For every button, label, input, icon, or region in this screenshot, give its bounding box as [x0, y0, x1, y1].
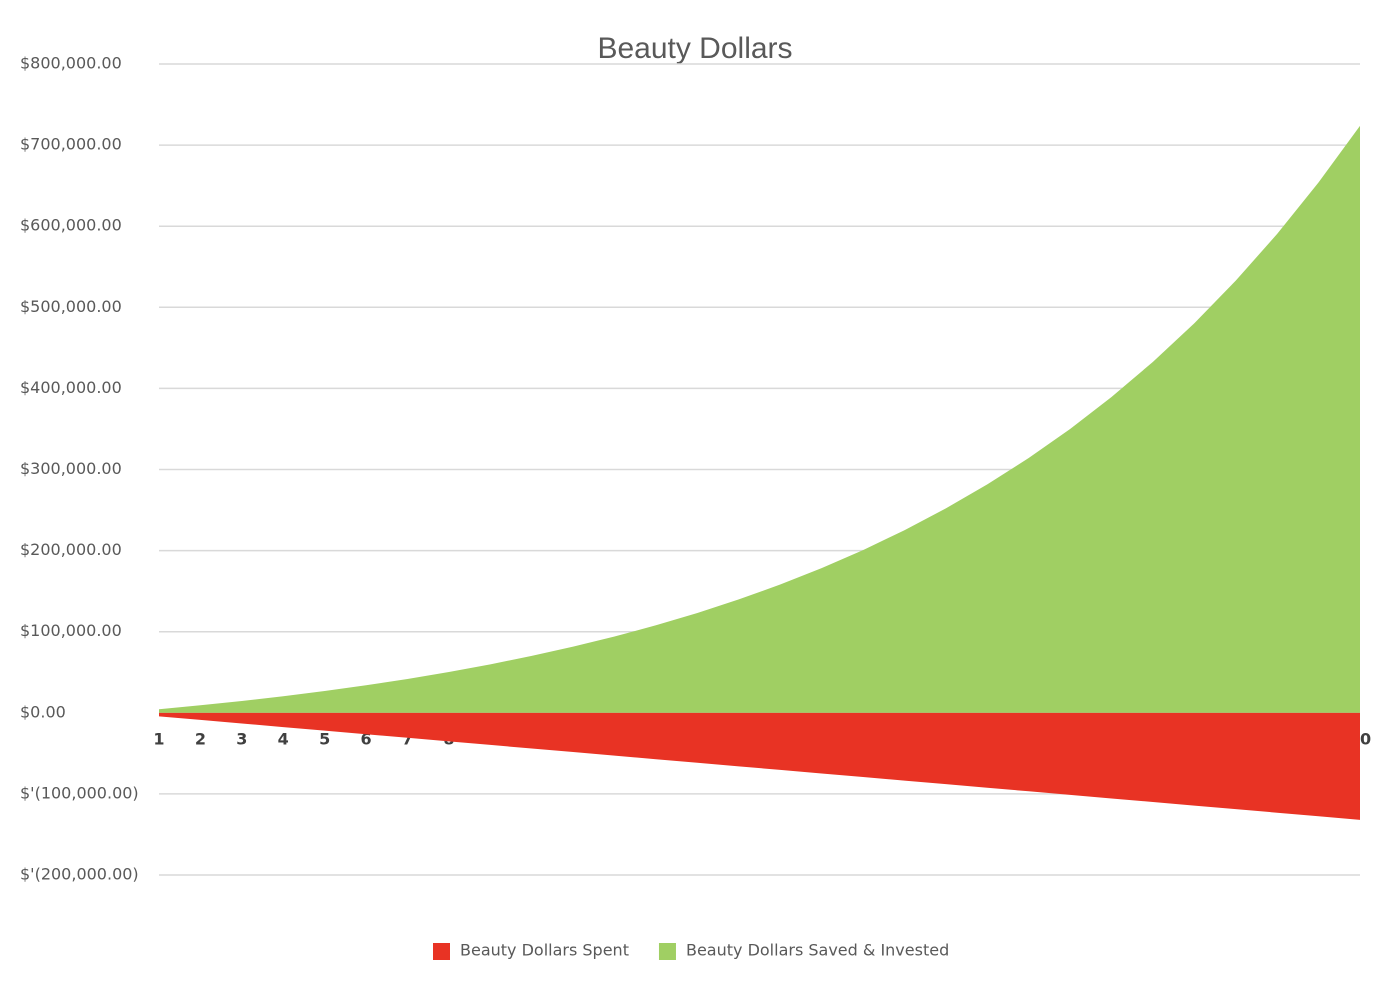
legend-swatch	[658, 943, 676, 960]
y-tick-label: $400,000.00	[20, 378, 122, 397]
legend-label: Beauty Dollars Saved & Invested	[686, 941, 949, 960]
x-tick-label: 6	[360, 729, 371, 748]
y-tick-label: $0.00	[20, 702, 66, 721]
y-tick-label: $700,000.00	[20, 135, 122, 154]
y-tick-label: $800,000.00	[20, 54, 122, 73]
legend-swatch	[433, 943, 450, 960]
y-tick-label: $100,000.00	[20, 621, 122, 640]
x-tick-label: 2	[195, 729, 206, 748]
x-tick-label: 7	[402, 729, 413, 748]
area	[159, 125, 1360, 713]
x-tick-label: 1	[153, 729, 164, 748]
area	[159, 712, 1360, 820]
x-tick-label: 5	[319, 729, 330, 748]
x-tick-label: 3	[236, 729, 247, 748]
y-tick-label: $500,000.00	[20, 297, 122, 316]
y-tick-label: $'(200,000.00)	[20, 865, 139, 884]
chart-title: Beauty Dollars	[597, 32, 792, 65]
y-tick-label: $300,000.00	[20, 459, 122, 478]
y-tick-label: $'(100,000.00)	[20, 783, 139, 802]
y-tick-label: $200,000.00	[20, 540, 122, 559]
y-tick-label: $600,000.00	[20, 216, 122, 235]
x-tick-label: 4	[278, 729, 289, 748]
legend-label: Beauty Dollars Spent	[460, 941, 629, 960]
